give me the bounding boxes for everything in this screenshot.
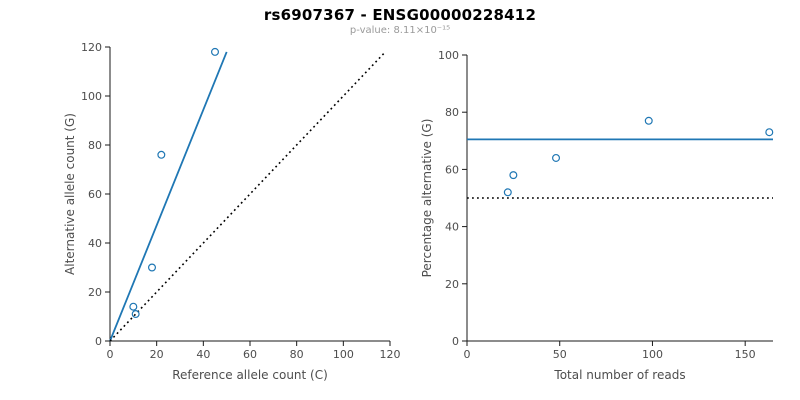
y-tick-label: 40 bbox=[88, 237, 102, 250]
x-tick-label: 100 bbox=[642, 348, 663, 361]
y-tick-label: 0 bbox=[452, 335, 459, 348]
data-point bbox=[148, 263, 157, 272]
data-point bbox=[509, 171, 518, 180]
x-tick-label: 20 bbox=[150, 348, 164, 361]
y-tick-label: 80 bbox=[445, 106, 459, 119]
data-point bbox=[765, 128, 774, 137]
data-point bbox=[211, 47, 220, 56]
x-tick-label: 60 bbox=[243, 348, 257, 361]
y-tick-label: 0 bbox=[95, 335, 102, 348]
scatter-percentage-vs-reads: 0 50 100 150 0 20 40 60 80 100 Total number of rea… bbox=[420, 49, 774, 382]
chart-subtitle: p-value: 8.11×10⁻¹⁵ bbox=[349, 25, 451, 36]
y-tick-label: 120 bbox=[81, 41, 102, 54]
x-tick-label: 40 bbox=[196, 348, 210, 361]
x-tick-label: 120 bbox=[380, 348, 401, 361]
x-axis-label: Total number of reads bbox=[553, 368, 685, 382]
x-tick-label: 80 bbox=[290, 348, 304, 361]
chart-title: rs6907367 - ENSG00000228412 bbox=[263, 6, 537, 24]
x-tick-label: 0 bbox=[107, 348, 114, 361]
data-point bbox=[157, 150, 166, 159]
data-point bbox=[129, 302, 138, 311]
data-point bbox=[644, 116, 653, 125]
data-point bbox=[552, 153, 561, 162]
x-axis-label: Reference allele count (C) bbox=[172, 368, 328, 382]
y-tick-label: 100 bbox=[438, 49, 459, 62]
y-tick-label: 60 bbox=[88, 188, 102, 201]
figure-header: rs6907367 - ENSG00000228412 p-value: 8.1… bbox=[0, 6, 800, 36]
x-tick-label: 150 bbox=[735, 348, 756, 361]
y-axis-label: Alternative allele count (G) bbox=[63, 113, 77, 275]
data-point bbox=[503, 188, 512, 197]
y-tick-label: 80 bbox=[88, 139, 102, 152]
scatter-allele-counts: 0 20 40 60 80 100 120 0 20 40 60 80 100 120 Reference … bbox=[63, 41, 401, 382]
identity-line bbox=[109, 51, 386, 342]
x-tick-label: 100 bbox=[333, 348, 354, 361]
fit-line bbox=[109, 51, 228, 342]
data-point bbox=[131, 310, 140, 319]
x-tick-label: 0 bbox=[464, 348, 471, 361]
y-tick-label: 20 bbox=[445, 278, 459, 291]
y-tick-label: 40 bbox=[445, 221, 459, 234]
x-tick-label: 50 bbox=[553, 348, 567, 361]
y-tick-label: 20 bbox=[88, 286, 102, 299]
y-tick-label: 60 bbox=[445, 163, 459, 176]
y-axis-label: Percentage alternative (G) bbox=[420, 119, 434, 278]
y-tick-label: 100 bbox=[81, 90, 102, 103]
